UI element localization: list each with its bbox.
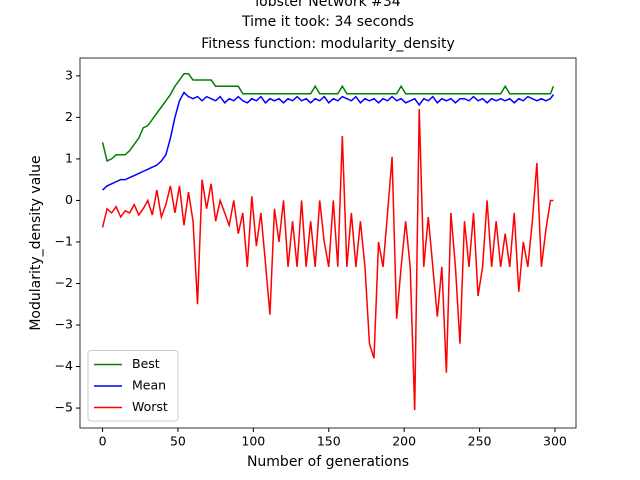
plot-frame xyxy=(79,57,577,429)
x-tick-label: 100 xyxy=(241,434,265,449)
line-series xyxy=(101,109,554,411)
x-tick-label: 50 xyxy=(170,434,186,449)
y-tick-label: −1 xyxy=(55,233,73,248)
legend-label: Worst xyxy=(132,399,168,414)
y-axis-label: Modularity_density value xyxy=(28,155,44,330)
y-tick-label: 2 xyxy=(65,109,73,124)
x-tick-label: 0 xyxy=(99,434,107,449)
y-tick-label: 0 xyxy=(65,192,73,207)
legend: Best Mean Worst xyxy=(87,350,179,422)
x-tick-label: 300 xyxy=(543,434,567,449)
line-series xyxy=(102,91,555,191)
line-series xyxy=(101,73,555,163)
x-tick-label: 250 xyxy=(468,434,492,449)
chart-title: lobster Network #34 xyxy=(255,0,400,10)
y-tick-label: 1 xyxy=(65,150,73,165)
y-tick-label: −5 xyxy=(55,400,73,415)
y-tick-label: −3 xyxy=(55,317,73,332)
y-tick-label: −4 xyxy=(55,358,73,373)
x-tick-label: 150 xyxy=(317,434,341,449)
y-tick-label: 3 xyxy=(65,67,73,82)
chart-title: Time it took: 34 seconds xyxy=(241,14,414,30)
legend-label: Best xyxy=(132,356,160,371)
x-axis-label: Number of generations xyxy=(247,454,409,470)
legend-label: Mean xyxy=(132,378,166,393)
y-tick-label: −2 xyxy=(55,275,73,290)
legend-box xyxy=(87,350,179,422)
x-tick-label: 200 xyxy=(392,434,416,449)
chart-title: Fitness function: modularity_density xyxy=(201,36,454,52)
